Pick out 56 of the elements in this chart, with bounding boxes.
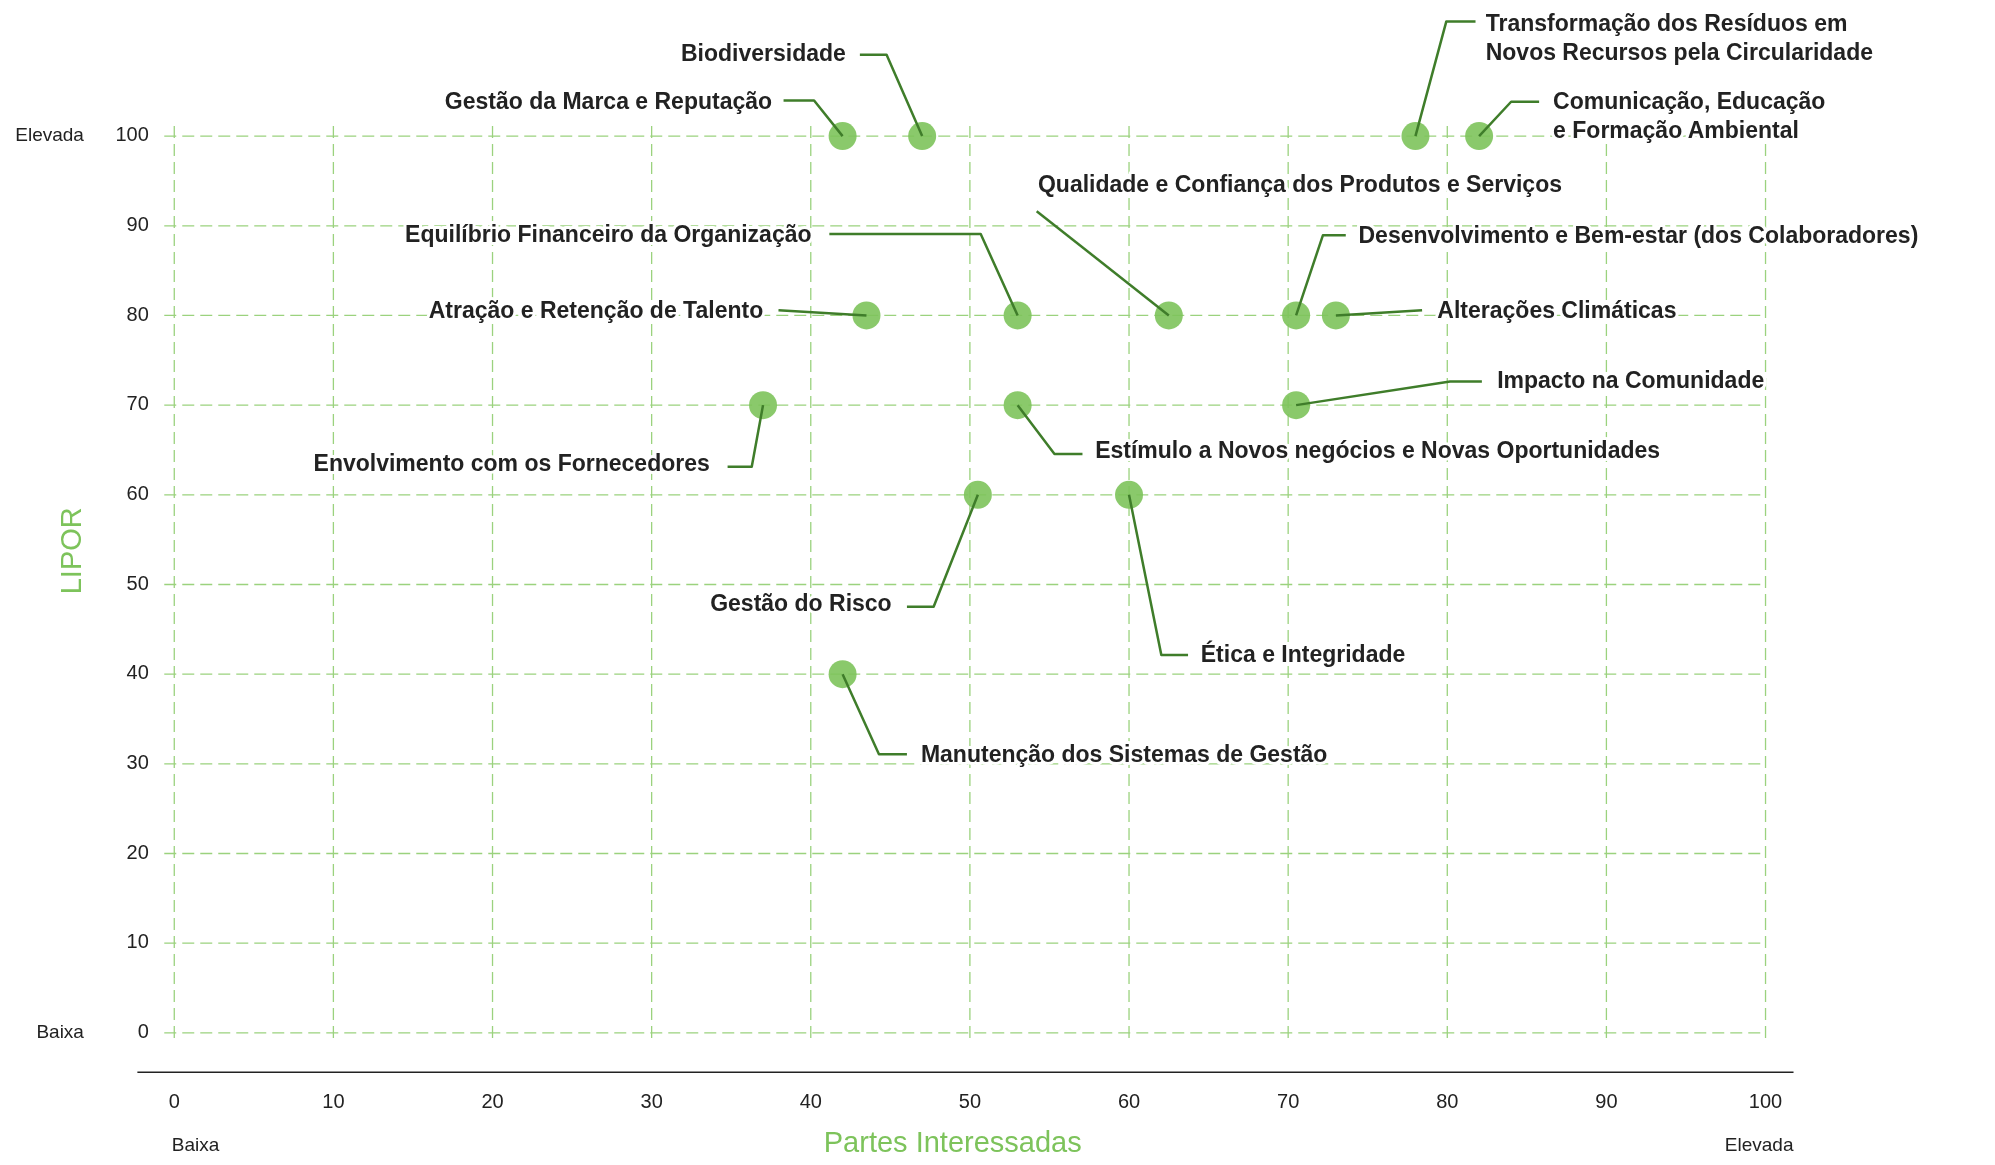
annotation: Ética e Integridade xyxy=(1200,639,1406,667)
annotation: Biodiversidade xyxy=(680,40,846,67)
point xyxy=(1282,301,1311,330)
x-tick-label: 60 xyxy=(1117,1090,1141,1113)
x-tick-label: 30 xyxy=(640,1090,663,1113)
x-tick-label: 100 xyxy=(1748,1090,1783,1113)
annotation: Equilíbrio Financeiro da Organização xyxy=(405,221,812,248)
y-tick-label: 10 xyxy=(126,930,149,953)
point xyxy=(749,391,778,420)
point xyxy=(1154,301,1183,330)
text: Elevada xyxy=(1724,1134,1794,1156)
y-tick-label: 90 xyxy=(126,213,149,236)
x-axis-title: Partes Interessadas xyxy=(823,1126,1082,1159)
annotation: Desenvolvimento e Bem-estar (dos Colaboradores) xyxy=(1358,222,1919,249)
point xyxy=(1321,301,1350,330)
point xyxy=(1003,301,1032,330)
annotation: Comunicação, Educação e Formação Ambiental xyxy=(1553,87,1826,143)
annotation: Gestão do Risco xyxy=(710,589,892,616)
x-tick-label: 90 xyxy=(1595,1090,1618,1113)
point xyxy=(852,301,881,330)
y-axis-title: LIPOR xyxy=(55,507,88,595)
annotation: Transformação dos Resíduos em Novos Recursos pela Circularidade xyxy=(1485,9,1874,65)
y-tick-label: 80 xyxy=(126,302,149,325)
text: Baixa xyxy=(171,1134,220,1156)
annotation: Impacto na Comunidade xyxy=(1497,367,1765,394)
annotation: Envolvimento com os Fornecedores xyxy=(313,450,710,477)
point xyxy=(828,660,857,689)
point xyxy=(828,122,857,151)
x-tick-label: 0 xyxy=(168,1090,180,1113)
point xyxy=(1465,122,1494,151)
x-tick-label: 40 xyxy=(799,1090,822,1113)
point xyxy=(1401,122,1430,151)
y-tick-label: 30 xyxy=(126,751,149,774)
point xyxy=(963,480,992,509)
point xyxy=(1115,480,1144,509)
y-tick-label: 0 xyxy=(137,1020,149,1043)
point xyxy=(1003,391,1032,420)
x-tick-label: 20 xyxy=(481,1090,504,1113)
annotation: Manutenção dos Sistemas de Gestão xyxy=(920,741,1328,768)
text: Baixa xyxy=(36,1020,85,1042)
annotation: Gestão da Marca e Reputação xyxy=(444,87,773,114)
y-tick-label: 100 xyxy=(115,123,149,146)
y-tick-label: 60 xyxy=(126,482,149,505)
y-tick-label: 50 xyxy=(126,571,149,594)
annotation: Qualidade e Confiança dos Produtos e Serviços xyxy=(1037,171,1562,198)
annotation: Estímulo a Novos negócios e Novas Oportunidades xyxy=(1095,437,1661,464)
x-tick-label: 50 xyxy=(958,1090,982,1113)
y-tick-label: 70 xyxy=(126,392,149,415)
text: Elevada xyxy=(15,124,85,146)
y-tick-label: 20 xyxy=(126,840,149,863)
x-tick-label: 80 xyxy=(1436,1090,1459,1113)
x-tick-label: 70 xyxy=(1277,1090,1300,1113)
y-tick-label: 40 xyxy=(126,661,149,684)
x-tick-label: 10 xyxy=(322,1090,345,1113)
point xyxy=(1282,391,1311,420)
point xyxy=(908,122,937,151)
